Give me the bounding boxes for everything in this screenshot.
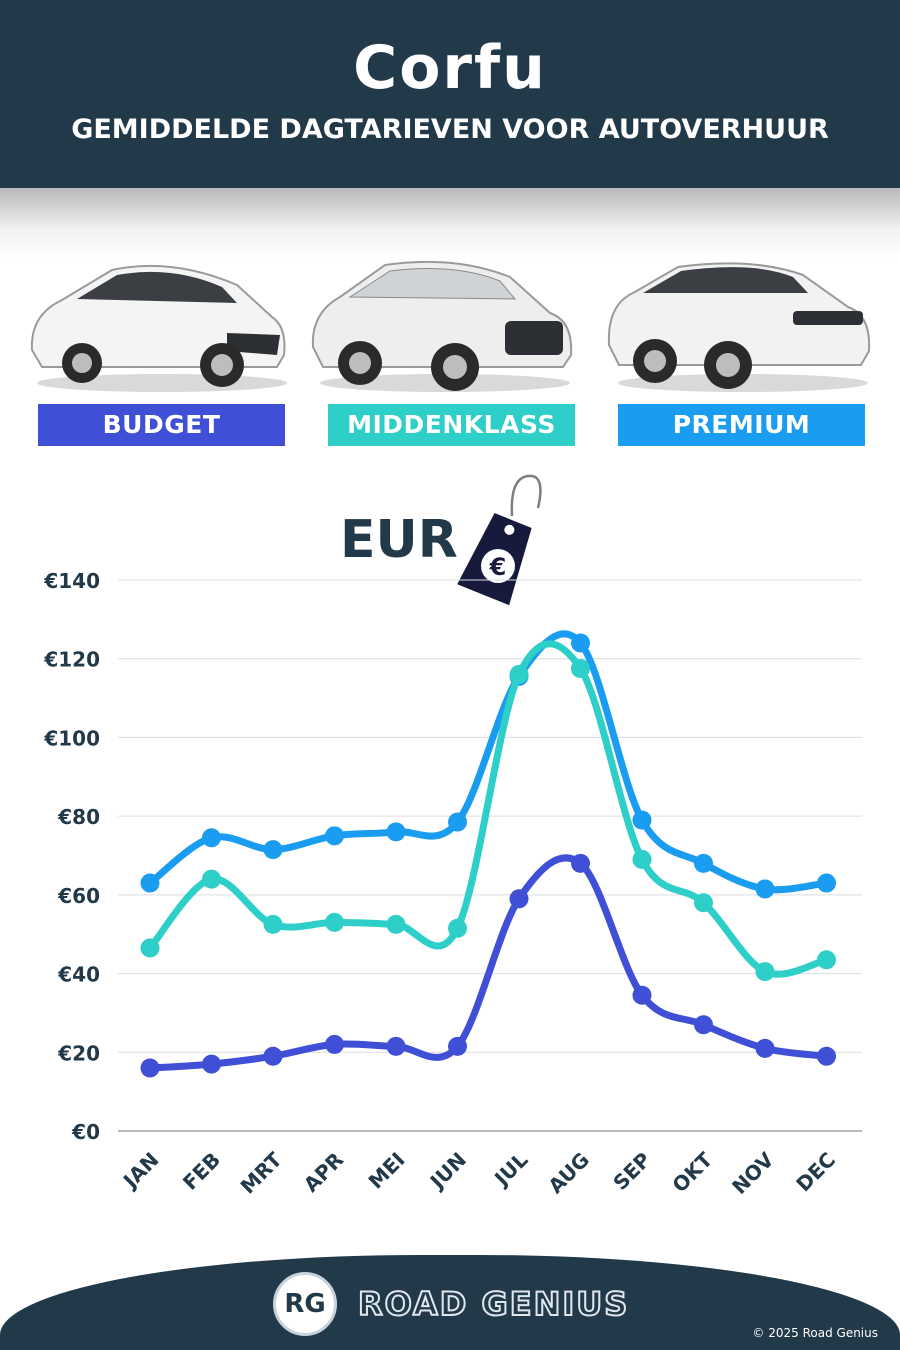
data-point-premium [202,828,221,848]
data-point-middenklass [140,938,160,958]
data-point-budget [509,889,529,909]
x-tick-label: OKT [667,1147,717,1197]
data-point-budget [448,1036,467,1056]
data-point-premium [632,810,652,830]
data-point-premium [386,822,406,842]
data-point-middenklass [755,962,775,982]
data-point-budget [571,853,590,873]
y-tick-label: €0 [71,1120,100,1144]
midsize-suv-icon [311,260,573,392]
x-tick-label: JAN [117,1148,163,1194]
data-point-budget [755,1038,775,1058]
x-tick-label: JUN [424,1148,471,1195]
data-point-premium [263,840,283,860]
series-line-premium [146,630,830,894]
data-point-middenklass [386,914,406,934]
data-point-middenklass [694,893,713,913]
data-point-premium [817,873,836,893]
tag-euro-symbol: € [489,553,507,581]
data-point-budget [817,1046,836,1066]
currency-label: EUR [340,510,458,570]
y-tick-label: €100 [43,726,100,750]
header: Corfu GEMIDDELDE DAGTARIEVEN VOOR AUTOVE… [0,0,900,188]
x-tick-label: APR [299,1148,348,1197]
category-premium: PREMIUM [618,404,865,446]
data-point-premium [755,879,775,899]
data-point-budget [386,1036,406,1056]
x-tick-label: FEB [178,1148,225,1195]
y-tick-label: €140 [43,569,100,593]
y-tick-label: €40 [57,963,100,987]
y-tick-label: €60 [57,884,100,908]
page-title: Corfu [353,33,547,103]
data-point-premium [325,826,344,846]
data-point-middenklass [448,918,467,938]
data-point-middenklass [571,659,590,679]
data-point-middenklass [263,914,283,934]
data-point-premium [571,633,590,653]
category-midsize: MIDDENKLASS [328,404,575,446]
data-point-budget [694,1015,713,1035]
page-subtitle: GEMIDDELDE DAGTARIEVEN VOOR AUTOVERHUUR [71,114,829,145]
x-tick-label: JUL [488,1147,532,1191]
data-point-premium [694,853,713,873]
data-point-budget [202,1054,221,1074]
y-tick-label: €120 [43,648,100,672]
data-point-budget [632,985,652,1005]
data-point-middenklass [325,912,344,932]
data-point-premium [140,873,160,893]
y-tick-label: €20 [57,1041,100,1065]
x-tick-label: DEC [791,1148,840,1197]
y-tick-label: €80 [57,805,100,829]
road-genius-logo-icon: RG [273,1272,337,1336]
data-point-middenklass [632,849,652,869]
copyright: © 2025 Road Genius [752,1326,878,1340]
series-line-middenklass [146,640,830,978]
budget-car-icon [30,264,287,392]
data-point-premium [448,812,467,832]
x-tick-label: MRT [236,1147,287,1198]
header-fade [0,188,900,258]
premium-suv-icon [607,262,871,392]
data-point-middenklass [817,950,836,970]
series-line-budget [146,854,830,1072]
data-point-middenklass [509,664,529,684]
x-tick-label: SEP [608,1148,655,1195]
x-tick-label: AUG [543,1148,594,1199]
x-tick-label: NOV [727,1147,779,1199]
data-point-budget [325,1034,344,1054]
x-tick-label: MEI [364,1148,410,1194]
brand-name: ROAD GENIUS [357,1284,630,1324]
category-budget: BUDGET [38,404,285,446]
data-point-middenklass [202,869,221,889]
data-point-budget [263,1046,283,1066]
data-point-budget [140,1058,160,1078]
price-tag-icon: € [457,474,542,606]
line-chart: €0 €20 €40 €60 €80 €100 €120 €140 JAN FEB MRT APR ME… [43,569,862,1199]
